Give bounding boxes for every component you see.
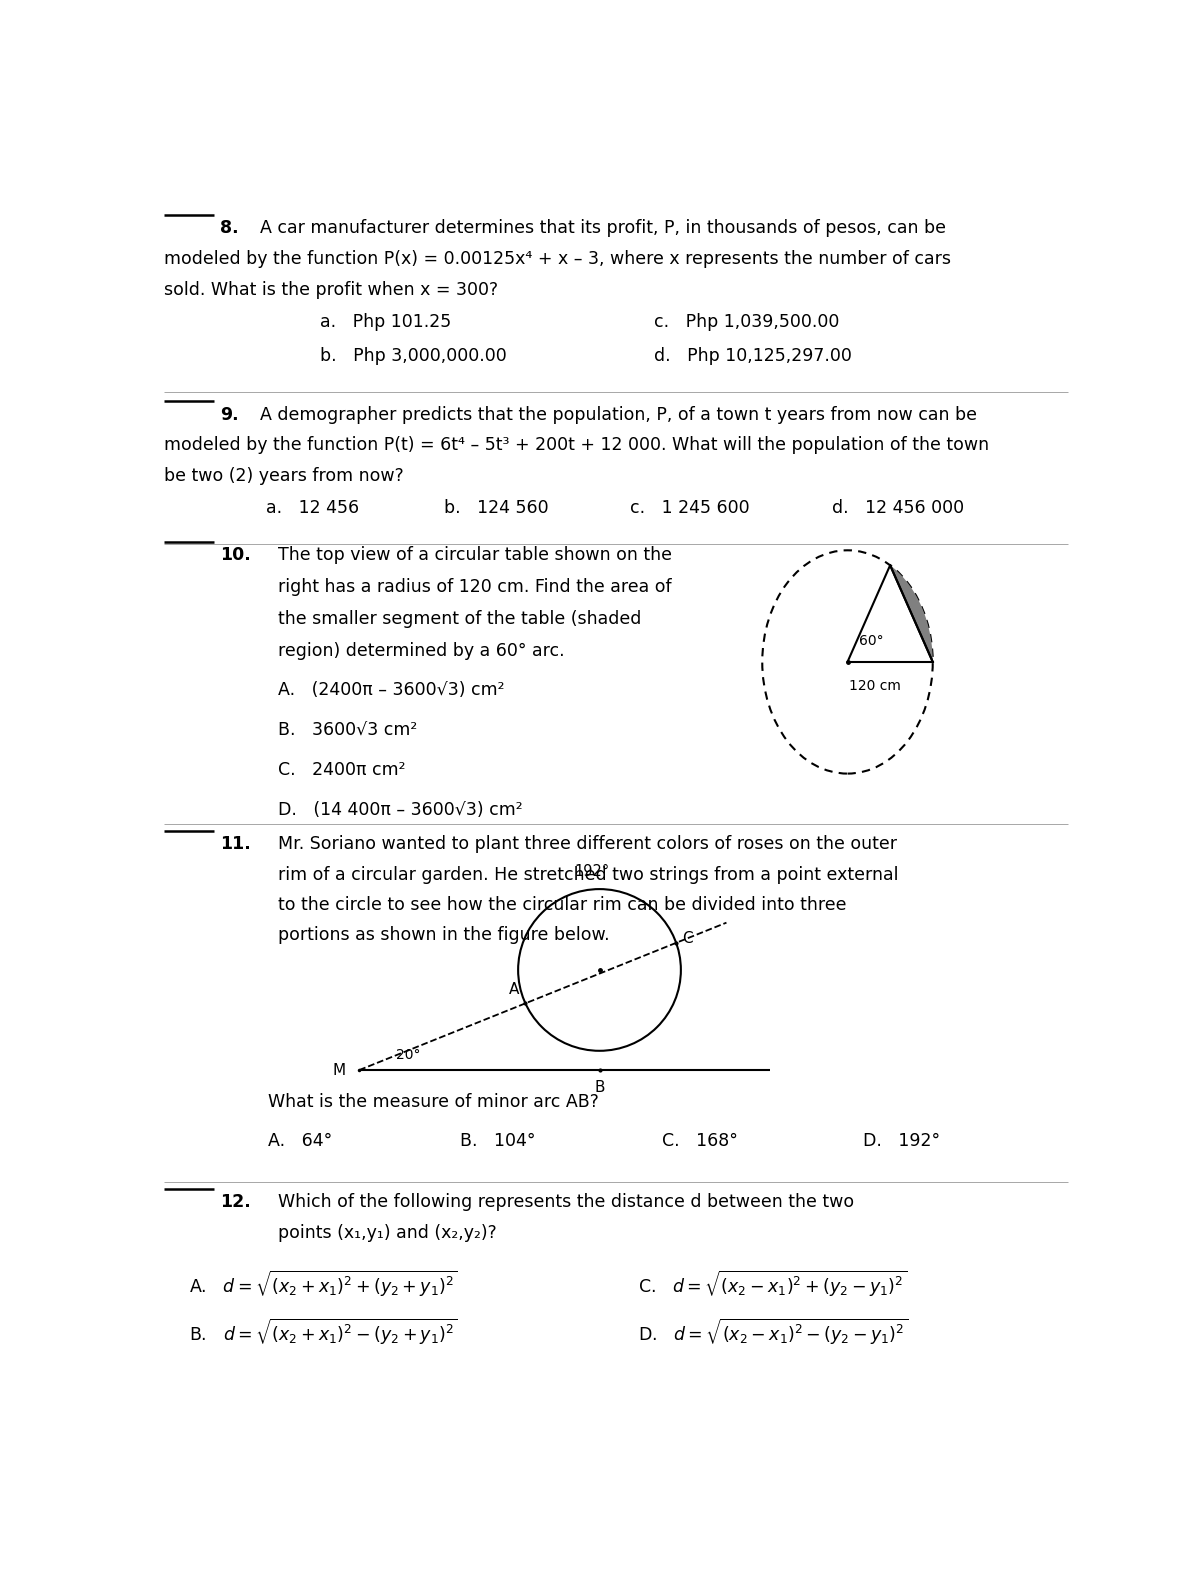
Text: D.   192°: D. 192° bbox=[863, 1132, 940, 1149]
Text: B: B bbox=[594, 1080, 605, 1094]
Text: M: M bbox=[332, 1063, 346, 1077]
Text: right has a radius of 120 cm. Find the area of: right has a radius of 120 cm. Find the a… bbox=[278, 578, 672, 597]
Text: Mr. Soriano wanted to plant three different colors of roses on the outer: Mr. Soriano wanted to plant three differ… bbox=[278, 835, 896, 853]
Text: A: A bbox=[509, 983, 520, 997]
Text: the smaller segment of the table (shaded: the smaller segment of the table (shaded bbox=[278, 611, 641, 628]
Text: b.   124 560: b. 124 560 bbox=[444, 499, 550, 518]
Text: to the circle to see how the circular rim can be divided into three: to the circle to see how the circular ri… bbox=[278, 896, 846, 914]
Text: 11.: 11. bbox=[220, 835, 251, 853]
Text: c.   Php 1,039,500.00: c. Php 1,039,500.00 bbox=[654, 312, 839, 331]
Text: C.   168°: C. 168° bbox=[661, 1132, 737, 1149]
Text: C.   $d = \sqrt{(x_2-x_1)^2+(y_2-y_1)^2}$: C. $d = \sqrt{(x_2-x_1)^2+(y_2-y_1)^2}$ bbox=[638, 1269, 907, 1298]
Text: modeled by the function P(x) = 0.00125x⁴ + x – 3, where x represents the number : modeled by the function P(x) = 0.00125x⁴… bbox=[164, 250, 950, 268]
Text: Which of the following represents the distance d between the two: Which of the following represents the di… bbox=[278, 1193, 854, 1210]
Text: 9.: 9. bbox=[220, 405, 239, 424]
Text: region) determined by a 60° arc.: region) determined by a 60° arc. bbox=[278, 642, 564, 661]
Text: B.   3600√3 cm²: B. 3600√3 cm² bbox=[278, 721, 418, 739]
Text: a.   12 456: a. 12 456 bbox=[266, 499, 359, 518]
Text: 12.: 12. bbox=[220, 1193, 251, 1210]
Text: D.   (14 400π – 3600√3) cm²: D. (14 400π – 3600√3) cm² bbox=[278, 801, 522, 820]
Text: points (x₁,y₁) and (x₂,y₂)?: points (x₁,y₁) and (x₂,y₂)? bbox=[278, 1225, 497, 1242]
Text: The top view of a circular table shown on the: The top view of a circular table shown o… bbox=[278, 546, 672, 565]
Text: sold. What is the profit when x = 300?: sold. What is the profit when x = 300? bbox=[164, 281, 498, 298]
Text: be two (2) years from now?: be two (2) years from now? bbox=[164, 468, 403, 485]
Text: d.   Php 10,125,297.00: d. Php 10,125,297.00 bbox=[654, 347, 852, 364]
Text: portions as shown in the figure below.: portions as shown in the figure below. bbox=[278, 926, 610, 945]
Text: C: C bbox=[683, 931, 692, 947]
Text: A car manufacturer determines that its profit, P, in thousands of pesos, can be: A car manufacturer determines that its p… bbox=[260, 220, 946, 237]
Text: 60°: 60° bbox=[859, 634, 884, 648]
Text: a.   Php 101.25: a. Php 101.25 bbox=[320, 312, 451, 331]
Text: d.   12 456 000: d. 12 456 000 bbox=[832, 499, 964, 518]
Text: A demographer predicts that the population, P, of a town t years from now can be: A demographer predicts that the populati… bbox=[260, 405, 977, 424]
Text: rim of a circular garden. He stretched two strings from a point external: rim of a circular garden. He stretched t… bbox=[278, 865, 899, 884]
Text: B.   $d = \sqrt{(x_2+x_1)^2-(y_2+y_1)^2}$: B. $d = \sqrt{(x_2+x_1)^2-(y_2+y_1)^2}$ bbox=[188, 1317, 457, 1347]
Polygon shape bbox=[890, 565, 932, 663]
Text: 20°: 20° bbox=[396, 1049, 421, 1063]
Text: C.   2400π cm²: C. 2400π cm² bbox=[278, 761, 406, 779]
Text: 120 cm: 120 cm bbox=[848, 678, 900, 692]
Text: 8.: 8. bbox=[220, 220, 239, 237]
Text: 10.: 10. bbox=[220, 546, 251, 565]
Text: b.   Php 3,000,000.00: b. Php 3,000,000.00 bbox=[320, 347, 508, 364]
Text: B.   104°: B. 104° bbox=[460, 1132, 535, 1149]
Text: A.   64°: A. 64° bbox=[268, 1132, 332, 1149]
Text: 192°: 192° bbox=[574, 864, 610, 879]
Text: A.   (2400π – 3600√3) cm²: A. (2400π – 3600√3) cm² bbox=[278, 681, 504, 699]
Text: D.   $d = \sqrt{(x_2-x_1)^2-(y_2-y_1)^2}$: D. $d = \sqrt{(x_2-x_1)^2-(y_2-y_1)^2}$ bbox=[638, 1317, 908, 1347]
Text: What is the measure of minor arc AB?: What is the measure of minor arc AB? bbox=[268, 1093, 599, 1112]
Text: c.   1 245 600: c. 1 245 600 bbox=[630, 499, 750, 518]
Text: A.   $d = \sqrt{(x_2+x_1)^2+(y_2+y_1)^2}$: A. $d = \sqrt{(x_2+x_1)^2+(y_2+y_1)^2}$ bbox=[188, 1269, 457, 1298]
Text: modeled by the function P(t) = 6t⁴ – 5t³ + 200t + 12 000. What will the populati: modeled by the function P(t) = 6t⁴ – 5t³… bbox=[164, 436, 989, 454]
